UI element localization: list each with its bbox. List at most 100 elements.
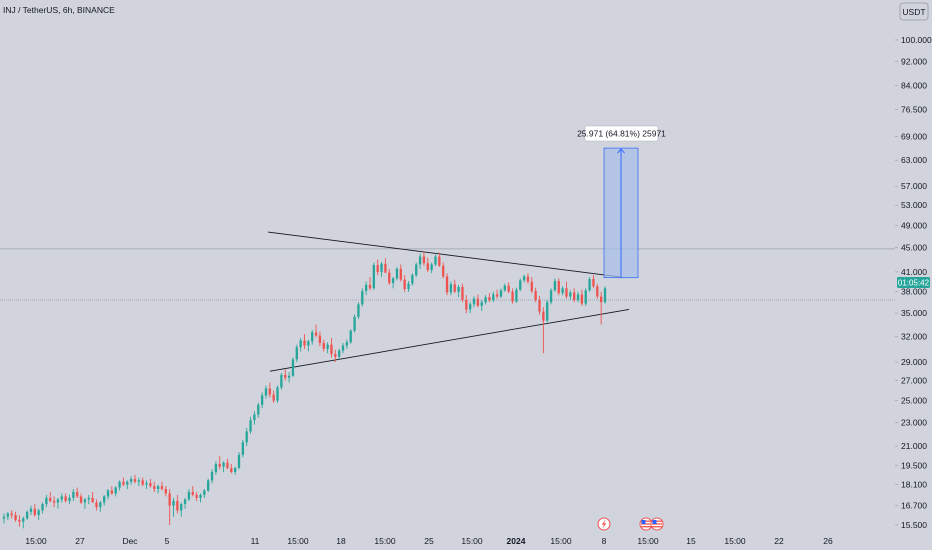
us-flag-icon[interactable] (650, 517, 664, 531)
candle (149, 478, 152, 488)
candle (222, 461, 225, 473)
candle (284, 369, 287, 381)
price-tick-label: 19.500 (901, 460, 927, 470)
candle (465, 295, 468, 314)
time-tick-label: 22 (774, 536, 784, 546)
candle (91, 491, 94, 503)
candle (280, 373, 283, 390)
candle (353, 314, 356, 333)
price-tick-label: 18.100 (901, 480, 927, 490)
time-tick-label: 15 (686, 536, 696, 546)
candle (95, 499, 98, 511)
candles (2, 251, 607, 529)
candle (546, 300, 549, 323)
candle (203, 489, 206, 498)
candle (476, 294, 480, 308)
candle (210, 469, 214, 484)
candle (260, 392, 264, 409)
time-tick-label: 15:00 (724, 536, 746, 546)
time-tick-label: 15:00 (461, 536, 483, 546)
candle (388, 268, 391, 285)
candle (106, 489, 110, 500)
candle (511, 288, 514, 304)
candle (368, 277, 372, 291)
candle (60, 493, 63, 503)
candle (418, 253, 422, 269)
candle (596, 283, 599, 299)
price-axis[interactable]: 100.000 92.000 84.000 76.500 69.000 63.000 57.… (895, 35, 932, 530)
candle (214, 461, 218, 475)
time-axis[interactable]: 15:00 27 Dec 5 11 15:00 18 15:00 25 15:00 2024 15:0… (25, 536, 833, 546)
candle (592, 275, 595, 289)
candle (499, 288, 503, 298)
candle (245, 428, 248, 446)
flash-icon[interactable] (597, 517, 611, 531)
candle (484, 295, 487, 305)
candle (434, 254, 437, 267)
time-tick-label: 15:00 (374, 536, 396, 546)
candle (345, 339, 349, 349)
price-range-measure[interactable]: 25.971 (64.81%) 25971 (577, 125, 666, 279)
candle (183, 497, 187, 509)
candle (322, 339, 325, 352)
candle (399, 264, 402, 282)
price-tick-label: 32.000 (901, 331, 927, 341)
chart-title: INJ / TetherUS, 6h, BINANCE (3, 5, 115, 15)
candle (218, 456, 221, 470)
candle (495, 289, 499, 299)
candle (561, 286, 564, 296)
time-tick-label: Dec (122, 536, 138, 546)
candle (33, 504, 36, 517)
candle (534, 287, 537, 303)
trendline-upper[interactable] (267, 231, 622, 278)
candle (330, 338, 333, 358)
time-tick-label: 15:00 (637, 536, 659, 546)
candle (530, 277, 533, 294)
time-tick-label: 8 (602, 536, 607, 546)
candle (180, 502, 183, 517)
candle (249, 416, 252, 434)
candle (122, 477, 125, 487)
candle (538, 295, 541, 315)
candle (338, 348, 341, 360)
measure-label: 25.971 (64.81%) 25971 (577, 125, 666, 142)
candle (453, 279, 456, 294)
candle (357, 302, 360, 320)
candle (195, 491, 198, 501)
candle (141, 477, 144, 487)
candle (349, 329, 352, 344)
candle (438, 252, 441, 267)
candle (6, 511, 10, 521)
candle (588, 277, 591, 292)
candle (233, 466, 237, 475)
candle (45, 494, 48, 508)
time-tick-label: 15:00 (25, 536, 47, 546)
candle (557, 278, 560, 296)
currency-button[interactable]: USDT (899, 2, 929, 21)
candle (519, 278, 522, 292)
candle (207, 478, 210, 492)
candle (176, 494, 179, 514)
price-tick-label: 69.000 (901, 132, 927, 142)
price-tick-label: 23.000 (901, 417, 927, 427)
candle (230, 463, 233, 474)
candle (334, 349, 337, 363)
price-tick-label: 84.000 (901, 80, 927, 90)
candle (472, 296, 476, 308)
candle (603, 286, 607, 304)
currency-label: USDT (902, 7, 925, 17)
candle (403, 275, 406, 292)
candle (10, 510, 13, 519)
trendline-lower[interactable] (269, 308, 630, 372)
candle (52, 496, 56, 508)
trendlines[interactable] (267, 231, 630, 372)
candle (156, 484, 160, 494)
us-flag-icon[interactable] (639, 517, 653, 531)
candle (79, 493, 83, 505)
candle (264, 385, 268, 399)
candle (295, 344, 298, 363)
candle (372, 262, 376, 290)
time-tick-label: 15:00 (550, 536, 572, 546)
price-tick-label: 100.000 (901, 35, 932, 45)
